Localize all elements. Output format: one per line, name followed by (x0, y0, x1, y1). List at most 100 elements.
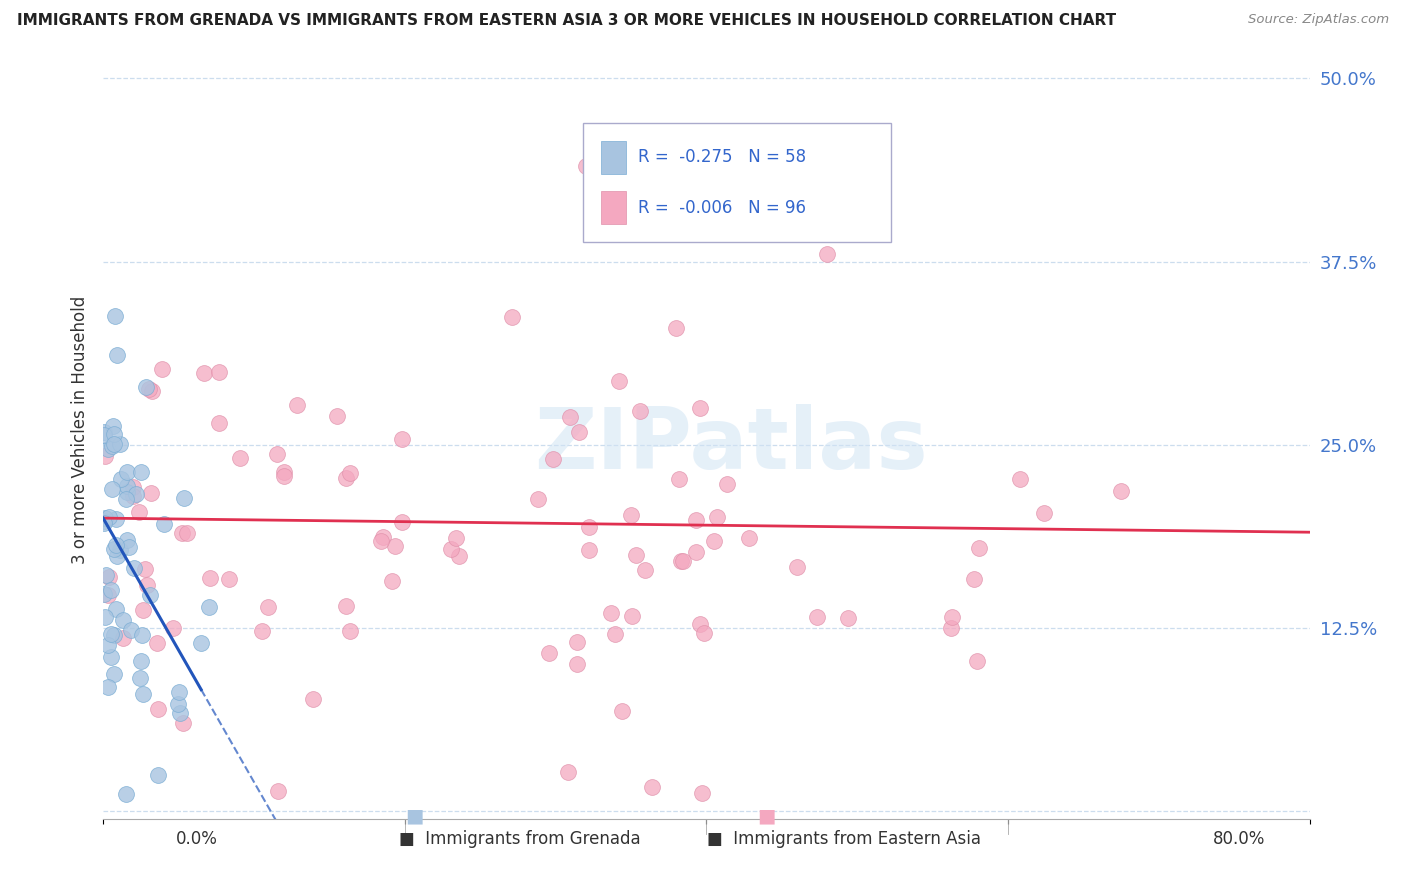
Point (266, 447, 288, 461)
Point (605, 627, 627, 641)
Point (665, 320, 688, 334)
Point (167, 685, 190, 699)
Point (103, 541, 125, 556)
Point (103, 628, 125, 642)
Point (578, 543, 600, 558)
Point (693, 626, 716, 640)
Text: R =  -0.275   N = 58: R = -0.275 N = 58 (638, 148, 806, 166)
Point (567, 634, 589, 648)
Point (967, 541, 990, 555)
Point (815, 247, 838, 261)
Text: R =  -0.006   N = 96: R = -0.006 N = 96 (638, 199, 806, 217)
Point (229, 450, 252, 465)
Point (250, 624, 273, 639)
Point (105, 549, 128, 564)
Point (129, 654, 152, 668)
Point (190, 636, 212, 650)
Point (103, 437, 125, 451)
Point (672, 554, 695, 568)
Point (128, 505, 150, 519)
Point (641, 780, 664, 794)
Point (689, 401, 711, 415)
Point (170, 525, 193, 540)
Point (139, 588, 162, 602)
Point (285, 398, 308, 412)
Point (115, 533, 138, 547)
Point (132, 603, 155, 617)
Point (440, 541, 463, 556)
Point (1033, 506, 1056, 520)
Point (384, 539, 406, 553)
Point (93, 425, 115, 439)
Point (626, 548, 648, 562)
Point (135, 577, 157, 591)
Text: ■  Immigrants from Eastern Asia: ■ Immigrants from Eastern Asia (707, 830, 980, 847)
Point (120, 624, 142, 638)
Point (716, 477, 738, 491)
Point (685, 545, 707, 559)
Point (257, 599, 280, 614)
Point (128, 671, 150, 685)
Point (153, 516, 176, 531)
Point (447, 549, 470, 564)
Point (207, 365, 229, 379)
Point (302, 692, 325, 706)
Point (197, 600, 219, 615)
Point (786, 560, 808, 574)
Point (100, 650, 122, 665)
Point (129, 465, 152, 479)
Point (444, 532, 467, 546)
Point (124, 560, 146, 574)
Y-axis label: 3 or more Vehicles in Household: 3 or more Vehicles in Household (72, 296, 89, 565)
Point (198, 571, 221, 585)
Point (381, 574, 404, 589)
Point (94, 609, 117, 624)
Point (339, 467, 361, 481)
Point (738, 531, 761, 545)
Point (173, 491, 195, 505)
Point (105, 511, 128, 525)
Point (103, 418, 125, 433)
Point (172, 716, 194, 731)
Point (108, 543, 131, 558)
Point (131, 628, 153, 642)
Text: ZIPatlas: ZIPatlas (534, 404, 928, 487)
Point (97, 588, 120, 602)
Point (108, 437, 131, 451)
Point (125, 487, 148, 501)
Point (169, 706, 191, 721)
Text: 80.0%: 80.0% (1213, 830, 1265, 847)
Point (218, 572, 240, 586)
Point (115, 466, 138, 480)
Point (962, 572, 984, 586)
Point (115, 478, 138, 492)
Point (607, 374, 630, 388)
Point (100, 583, 122, 598)
Point (391, 515, 413, 529)
Point (628, 403, 651, 417)
Point (94, 449, 117, 463)
Point (966, 654, 988, 668)
Point (93, 510, 115, 524)
Point (1109, 483, 1132, 498)
Point (575, 159, 598, 173)
Point (97, 638, 120, 652)
Text: 0.0%: 0.0% (176, 830, 218, 847)
Point (176, 526, 198, 541)
Point (98, 570, 121, 584)
Point (370, 534, 392, 549)
Point (526, 491, 548, 506)
Point (537, 646, 560, 660)
Point (702, 533, 724, 548)
Point (668, 472, 690, 486)
Point (96, 568, 118, 582)
Point (121, 480, 143, 494)
Text: IMMIGRANTS FROM GRENADA VS IMMIGRANTS FROM EASTERN ASIA 3 OR MORE VEHICLES IN HO: IMMIGRANTS FROM GRENADA VS IMMIGRANTS FR… (17, 13, 1116, 29)
Point (146, 767, 169, 781)
Point (326, 409, 349, 423)
Point (93, 516, 115, 530)
Point (112, 632, 135, 646)
Point (135, 380, 157, 394)
Point (134, 562, 156, 576)
Point (122, 489, 145, 503)
